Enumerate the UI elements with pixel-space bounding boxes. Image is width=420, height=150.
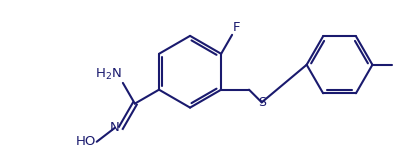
Text: HO: HO (75, 135, 96, 148)
Text: F: F (233, 21, 241, 34)
Text: H$_2$N: H$_2$N (95, 67, 122, 82)
Text: S: S (258, 96, 266, 109)
Text: N: N (110, 121, 120, 134)
